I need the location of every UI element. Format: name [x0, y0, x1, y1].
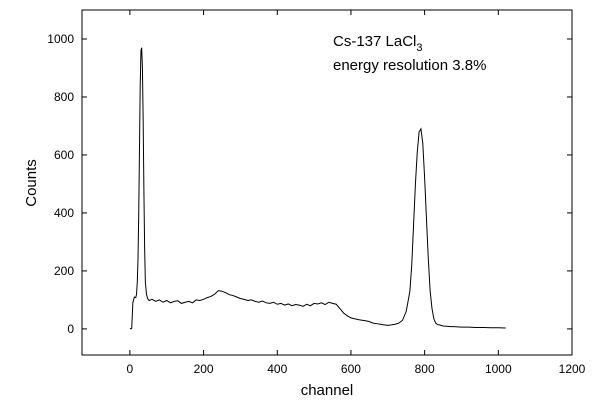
y-axis-title: Counts: [23, 159, 40, 207]
annotation-line-2: energy resolution 3.8%: [333, 57, 486, 74]
y-axis-ticks: 0 200 400 600 800 1000: [47, 32, 572, 336]
x-tick-label: 1000: [485, 362, 512, 376]
x-tick-label: 1200: [559, 362, 586, 376]
x-tick-label: 0: [127, 362, 134, 376]
spectrum-line: [129, 47, 506, 330]
y-tick-label: 200: [54, 264, 74, 278]
annotation-line-1-subscript: 3: [416, 42, 422, 54]
y-tick-label: 800: [54, 90, 74, 104]
annotation-line-1: Cs-137 LaCl3: [333, 33, 423, 54]
x-tick-label: 200: [194, 362, 214, 376]
x-tick-label: 800: [415, 362, 435, 376]
x-tick-label: 400: [267, 362, 287, 376]
x-axis-title: channel: [301, 382, 354, 399]
x-axis-ticks: 0 200 400 600 800 1000 1200: [127, 10, 586, 376]
y-tick-label: 0: [67, 322, 74, 336]
y-tick-label: 600: [54, 148, 74, 162]
x-tick-label: 600: [341, 362, 361, 376]
y-tick-label: 400: [54, 206, 74, 220]
plot-frame: [81, 9, 573, 356]
annotation-line-1-main: Cs-137 LaCl: [333, 33, 416, 50]
y-tick-label: 1000: [47, 32, 74, 46]
